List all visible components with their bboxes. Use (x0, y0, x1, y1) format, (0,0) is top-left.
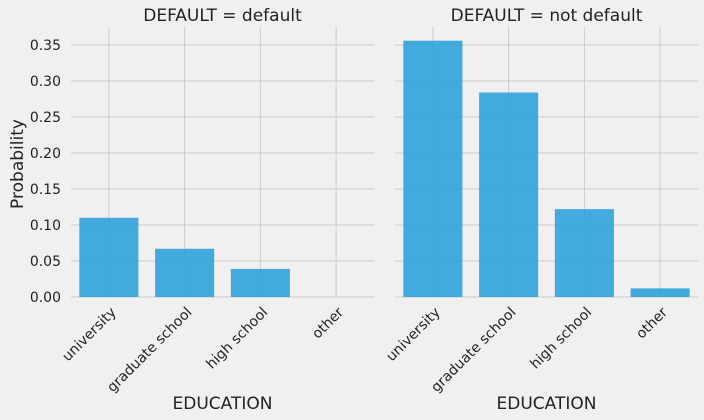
bar-high-school (554, 209, 614, 297)
x-tick-label: university (59, 305, 119, 365)
x-tick-label: graduate school (104, 305, 195, 396)
y-tick-label: 0.10 (30, 218, 61, 234)
x-axis-label: EDUCATION (173, 394, 273, 414)
bar-university (79, 217, 139, 297)
chart-panel-default: 0.00 0.05 0.10 0.15 0.20 0.25 0.30 0.35 universi… (30, 6, 374, 414)
x-tick-label: other (309, 304, 347, 342)
bar-university (403, 40, 463, 298)
panel-title: DEFAULT = default (143, 6, 302, 26)
y-tick-label: 0.15 (30, 182, 61, 198)
x-tick-label: high school (203, 305, 271, 373)
y-tick-label: 0.35 (30, 38, 61, 54)
bar-graduate-school (155, 248, 215, 297)
y-tick-label: 0.00 (30, 290, 61, 306)
y-tick-label: 0.20 (30, 146, 61, 162)
bar-graduate-school (479, 92, 539, 298)
y-tick-label: 0.05 (30, 254, 61, 270)
y-axis-label: Probability (8, 119, 28, 209)
bar-high-school (230, 268, 290, 297)
x-axis-label: EDUCATION (497, 394, 597, 414)
x-tick-label: university (383, 305, 443, 365)
y-tick-label: 0.30 (30, 74, 61, 90)
y-tick-label: 0.25 (30, 110, 61, 126)
panel-title: DEFAULT = not default (451, 6, 643, 26)
x-tick-label: graduate school (428, 305, 519, 396)
bar-other (630, 288, 690, 297)
x-tick-label: other (633, 304, 671, 342)
x-tick-label: high school (527, 305, 595, 373)
